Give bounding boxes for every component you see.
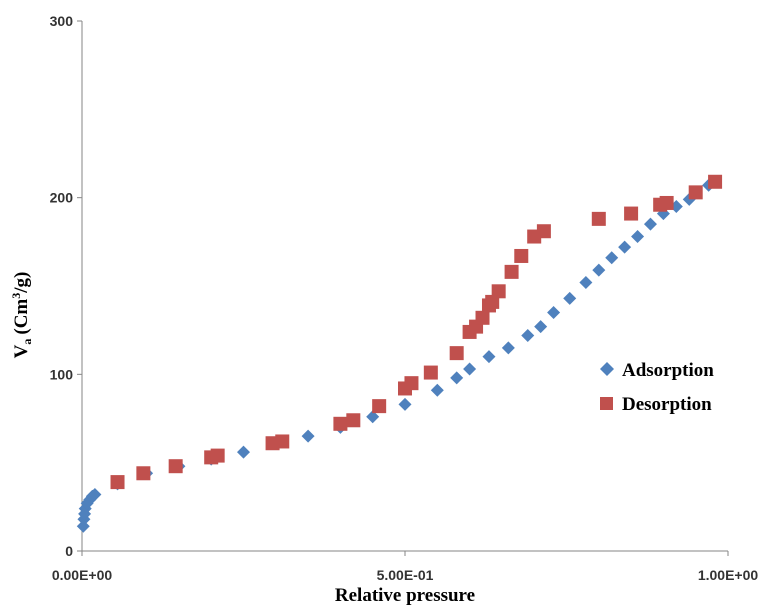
legend: Adsorption Desorption <box>600 360 714 415</box>
y-axis-title-unit: (Cm <box>11 299 32 335</box>
data-point-adsorption <box>631 230 645 244</box>
legend-marker-adsorption <box>600 362 614 376</box>
data-point-adsorption <box>398 397 412 411</box>
series-adsorption <box>76 178 716 533</box>
data-point-desorption <box>210 448 225 463</box>
data-point-adsorption <box>450 371 464 385</box>
data-point-adsorption <box>592 263 606 277</box>
series-desorption <box>110 174 723 490</box>
y-ticks: 0 100 200 300 <box>50 13 82 559</box>
x-tick-label: 1.00E+00 <box>698 567 759 583</box>
series-layer <box>76 174 723 533</box>
data-point-desorption <box>659 195 674 210</box>
x-axis-title: Relative pressure <box>335 585 475 605</box>
legend-item-desorption: Desorption <box>600 394 712 415</box>
y-tick-label: 100 <box>50 366 74 382</box>
y-tick-label: 200 <box>50 190 74 206</box>
data-point-desorption <box>404 376 419 391</box>
data-point-adsorption <box>482 350 496 364</box>
data-point-desorption <box>536 224 551 239</box>
data-point-adsorption <box>501 341 515 355</box>
data-point-desorption <box>136 466 151 481</box>
data-point-desorption <box>504 264 519 279</box>
x-tick-label: 0.00E+00 <box>52 567 113 583</box>
data-point-adsorption <box>301 429 315 443</box>
x-ticks: 0.00E+00 5.00E-01 1.00E+00 <box>52 551 759 583</box>
legend-label-desorption: Desorption <box>622 394 712 415</box>
y-axis-title-unit-end: /g) <box>11 272 32 294</box>
data-point-desorption <box>708 174 723 189</box>
data-point-desorption <box>372 399 387 414</box>
data-point-desorption <box>333 416 348 431</box>
y-tick-label: 0 <box>65 543 73 559</box>
legend-item-adsorption: Adsorption <box>600 360 714 381</box>
data-point-adsorption <box>643 217 657 231</box>
data-point-desorption <box>624 206 639 221</box>
data-point-adsorption <box>579 275 593 289</box>
x-tick-label: 5.00E-01 <box>377 567 434 583</box>
y-axis-title-sup: 3 <box>9 293 23 299</box>
data-point-desorption <box>275 434 290 449</box>
data-point-adsorption <box>534 320 548 334</box>
data-point-adsorption <box>237 445 250 459</box>
data-point-adsorption <box>605 251 619 265</box>
svg-text:Va(Cm3/g): Va (Cm3/g) <box>9 272 34 359</box>
y-tick-label: 300 <box>50 13 74 29</box>
legend-marker-desorption <box>600 397 613 410</box>
data-point-desorption <box>514 248 529 263</box>
data-point-adsorption <box>618 240 632 254</box>
y-axis-title-main: V <box>11 344 32 358</box>
data-point-adsorption <box>547 306 561 319</box>
data-point-desorption <box>423 365 438 380</box>
data-point-desorption <box>168 459 183 474</box>
data-point-adsorption <box>521 328 535 342</box>
data-point-desorption <box>591 211 606 226</box>
data-point-desorption <box>110 475 125 490</box>
y-axis-title: Va (Cm3/g) <box>9 272 34 359</box>
data-point-adsorption <box>366 410 380 424</box>
legend-label-adsorption: Adsorption <box>622 360 714 381</box>
data-point-desorption <box>688 185 703 200</box>
data-point-adsorption <box>430 383 444 397</box>
data-point-desorption <box>449 346 464 361</box>
data-point-desorption <box>475 310 490 325</box>
data-point-adsorption <box>463 362 477 376</box>
data-point-desorption <box>491 284 506 299</box>
data-point-adsorption <box>88 487 102 501</box>
data-point-desorption <box>485 294 500 309</box>
data-point-adsorption <box>563 291 577 305</box>
data-point-desorption <box>346 413 361 428</box>
y-axis-title-sub: a <box>20 339 34 345</box>
